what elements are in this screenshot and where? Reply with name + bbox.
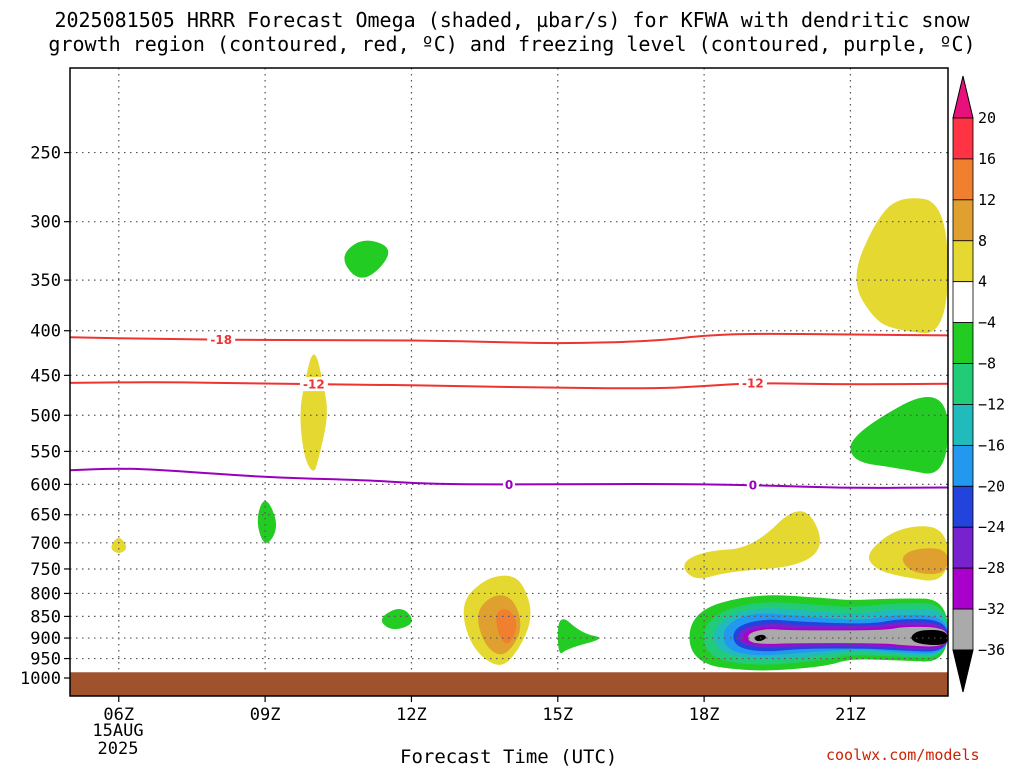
isotherm-label--18-bg (207, 332, 236, 347)
omega-core-22z (911, 629, 948, 646)
y-tick-label-650: 650 (30, 506, 61, 526)
colorbar-swatch-1 (952, 158, 974, 201)
x-tick-label-12Z: 12Z (396, 705, 427, 725)
title-line-2: growth region (contoured, red, ºC) and f… (48, 32, 976, 56)
colorbar-label-7: −12 (978, 395, 1005, 413)
colorbar-label-3: 8 (978, 232, 987, 250)
isotherm-label--18: -18 (210, 333, 232, 347)
colorbar-label-5: −4 (978, 314, 996, 332)
colorbar-bottom-arrow (952, 649, 974, 693)
omega-region-yellow-10z (300, 354, 327, 471)
omega-region-green-11-12z (381, 608, 412, 630)
contour-lines: -18 -12 -12 0 0 (70, 332, 948, 493)
isotherm--12 (70, 381, 948, 390)
y-tick-label-750: 750 (30, 560, 61, 580)
y-tick-label-500: 500 (30, 406, 61, 426)
colorbar-swatch-11 (952, 567, 974, 610)
chart-title: 2025081505 HRRR Forecast Omega (shaded, … (0, 8, 1024, 56)
y-tick-label-600: 600 (30, 475, 61, 495)
colorbar-swatch-9 (952, 485, 974, 528)
isotherm-label--12: -12 (303, 378, 325, 392)
omega-region-green-21z (850, 397, 948, 474)
colorbar: 20 16 12 8 4 −4 −8 −12 −16 −20 −24 −28 −32 −36 (952, 75, 1005, 693)
colorbar-swatch-2 (952, 199, 974, 242)
colorbar-swatch-10 (952, 526, 974, 569)
colorbar-label-12: −32 (978, 600, 1005, 618)
omega-region-green-15z (557, 619, 600, 654)
colorbar-label-2: 12 (978, 191, 996, 209)
credit-link[interactable]: coolwx.com/models (826, 746, 980, 764)
colorbar-label-8: −16 (978, 436, 1005, 454)
omega-region-yellow-18-20z (684, 511, 820, 579)
y-tick-label-350: 350 (30, 271, 61, 291)
colorbar-label-11: −28 (978, 559, 1005, 577)
colorbar-label-0: 20 (978, 109, 996, 127)
y-tick-label-450: 450 (30, 366, 61, 386)
x-tick-label-06Z: 06Z (103, 705, 134, 725)
y-tick-label-300: 300 (30, 213, 61, 233)
plot-frame (69, 67, 949, 697)
colorbar-swatch-8 (952, 444, 974, 487)
omega-region-green-11z (344, 240, 389, 278)
freezing-level-label: 0 (505, 478, 513, 492)
omega-region-darkorange-14z (496, 609, 517, 644)
colorbar-swatch-0 (952, 117, 974, 160)
colorbar-label-9: −20 (978, 477, 1005, 495)
colorbar-label-4: 4 (978, 273, 987, 291)
y-tick-label-950: 950 (30, 650, 61, 670)
x-axis-title: Forecast Time (UTC) (400, 746, 618, 768)
y-tick-label-250: 250 (30, 144, 61, 164)
omega-band-gray (748, 626, 948, 647)
freezing-level-label-b: 0 (749, 479, 757, 493)
y-tick-label-550: 550 (30, 442, 61, 462)
y-tick-label-900: 900 (30, 629, 61, 649)
colorbar-swatch-7 (952, 404, 974, 446)
x-tick-label-21Z: 21Z (835, 705, 866, 725)
x-axis: 06Z 09Z 12Z 15Z 18Z 21Z (103, 696, 866, 725)
colorbar-label-1: 16 (978, 150, 996, 168)
colorbar-swatch-12 (952, 608, 974, 651)
colorbar-swatch-4 (952, 281, 974, 324)
date-year-label: 2025 (98, 739, 139, 759)
colorbar-label-13: −36 (978, 641, 1005, 659)
freezing-level-label-b-bg (746, 478, 759, 493)
isotherm-label--12-b-bg (738, 375, 767, 390)
isotherm-label--12-b: -12 (742, 376, 764, 390)
colorbar-label-6: −8 (978, 355, 996, 373)
colorbar-swatch-6 (952, 363, 974, 405)
colorbar-label-10: −24 (978, 518, 1005, 536)
terrain (70, 672, 948, 696)
date-day-label: 15AUG (92, 721, 143, 741)
omega-region-orange-22z (902, 548, 948, 574)
isotherm--18 (70, 332, 948, 345)
colorbar-top-arrow (952, 75, 974, 119)
isotherm-label--12-bg (299, 377, 328, 392)
y-tick-label-700: 700 (30, 534, 61, 554)
omega-region-yellow-06z (111, 538, 127, 553)
omega-fills (111, 198, 948, 671)
colorbar-swatch-5 (952, 322, 974, 364)
y-axis: 2503003504004505005506006507007508008509… (20, 144, 70, 689)
y-tick-label-1000: 1000 (20, 669, 61, 689)
y-tick-label-800: 800 (30, 584, 61, 604)
x-tick-label-15Z: 15Z (542, 705, 573, 725)
title-line-1: 2025081505 HRRR Forecast Omega (shaded, … (54, 8, 970, 32)
terrain-fill (70, 672, 948, 696)
x-tick-label-09Z: 09Z (250, 705, 281, 725)
colorbar-swatch-3 (952, 240, 974, 283)
y-tick-label-850: 850 (30, 607, 61, 627)
freezing-level-label-bg (503, 477, 515, 492)
freezing-level-line (70, 467, 948, 489)
y-tick-label-400: 400 (30, 322, 61, 342)
omega-region-green-09z (257, 501, 277, 543)
omega-region-yellow-21z-upper (856, 198, 948, 334)
x-tick-label-18Z: 18Z (689, 705, 720, 725)
